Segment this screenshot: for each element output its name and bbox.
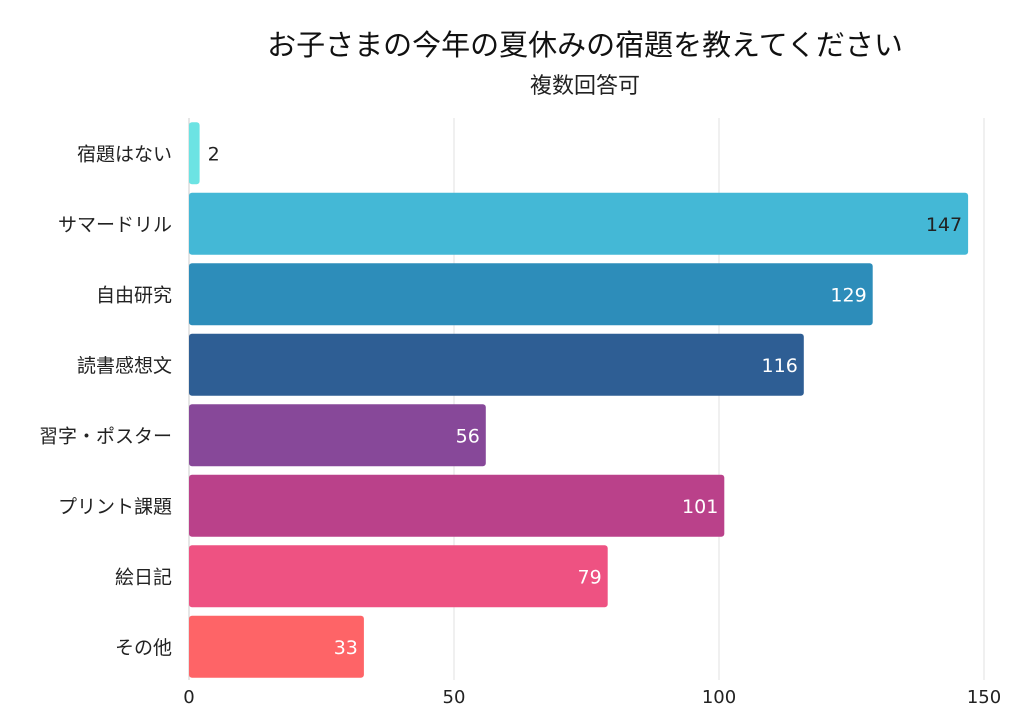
bar	[189, 615, 364, 678]
data-label: 116	[762, 355, 798, 377]
bar	[189, 263, 873, 326]
data-label: 2	[208, 143, 220, 165]
bar	[189, 545, 608, 608]
bar	[189, 192, 969, 255]
category-label: 自由研究	[96, 284, 172, 306]
data-label: 33	[334, 637, 358, 659]
data-label: 129	[830, 284, 866, 306]
data-label: 147	[926, 214, 962, 236]
x-tick-label: 150	[967, 687, 1001, 708]
bar	[189, 404, 486, 467]
chart-subtitle: 複数回答可	[529, 74, 640, 99]
category-label: その他	[115, 637, 172, 659]
bar	[189, 333, 804, 396]
x-tick-label: 0	[183, 687, 194, 708]
x-tick-label: 50	[443, 687, 466, 708]
x-tick-label: 100	[702, 687, 736, 708]
category-label: プリント課題	[58, 496, 172, 518]
data-label: 101	[682, 496, 718, 518]
category-label: サマードリル	[58, 214, 172, 236]
bar	[189, 122, 200, 185]
category-label: 読書感想文	[77, 355, 172, 377]
category-label: 習字・ポスター	[39, 425, 172, 447]
category-label: 絵日記	[115, 566, 172, 588]
chart-title: お子さまの今年の夏休みの宿題を教えてください	[267, 28, 903, 62]
category-label: 宿題はない	[77, 143, 172, 165]
data-label: 79	[578, 566, 602, 588]
bar	[189, 474, 725, 537]
data-label: 56	[456, 425, 480, 447]
